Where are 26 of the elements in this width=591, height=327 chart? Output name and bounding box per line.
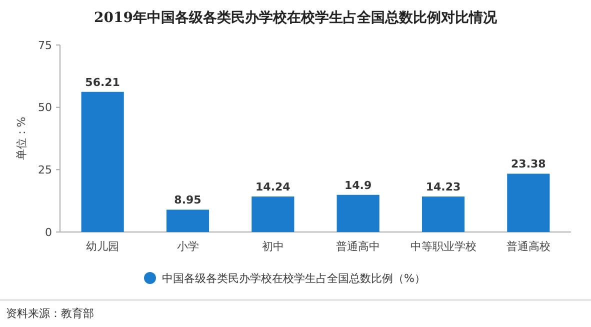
data-label: 14.23 [426, 180, 461, 194]
x-tick-label: 小学 [176, 240, 199, 253]
x-tick-label: 普通高校 [506, 240, 550, 253]
bar [252, 196, 294, 232]
y-tick-label: 25 [38, 164, 52, 177]
legend-label: 中国各级各类民办学校在校学生占全国总数比例（%） [162, 272, 426, 285]
data-label: 56.21 [85, 76, 120, 89]
bar [422, 196, 465, 232]
y-axis-title: 单位：% [15, 116, 28, 160]
bar [81, 92, 124, 232]
data-label: 14.24 [256, 180, 291, 194]
y-tick-label: 50 [38, 101, 52, 114]
text: 资料来源：教育部 [6, 307, 94, 320]
data-label: 14.9 [344, 178, 372, 192]
bar [166, 210, 210, 232]
y-tick-label: 0 [45, 226, 52, 239]
chart-title: 2019年中国各级各类民办学校在校学生占全国总数比例对比情况 [94, 10, 498, 26]
bar [507, 174, 550, 232]
y-tick-label: 75 [38, 38, 52, 52]
x-tick-label: 中等职业学校 [410, 240, 476, 253]
bar [336, 194, 380, 232]
x-tick-label: 初中 [262, 240, 284, 253]
x-tick-label: 幼儿园 [86, 240, 120, 253]
x-tick-label: 普通高中 [336, 240, 380, 253]
data-label: 23.38 [511, 158, 546, 171]
data-label: 8.95 [174, 194, 202, 207]
